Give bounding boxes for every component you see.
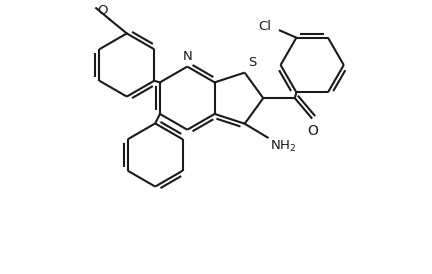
Text: O: O xyxy=(97,4,107,17)
Text: S: S xyxy=(248,56,257,69)
Text: N: N xyxy=(182,50,192,63)
Text: Cl: Cl xyxy=(258,20,271,33)
Text: NH$_2$: NH$_2$ xyxy=(270,139,296,154)
Text: O: O xyxy=(308,124,318,138)
